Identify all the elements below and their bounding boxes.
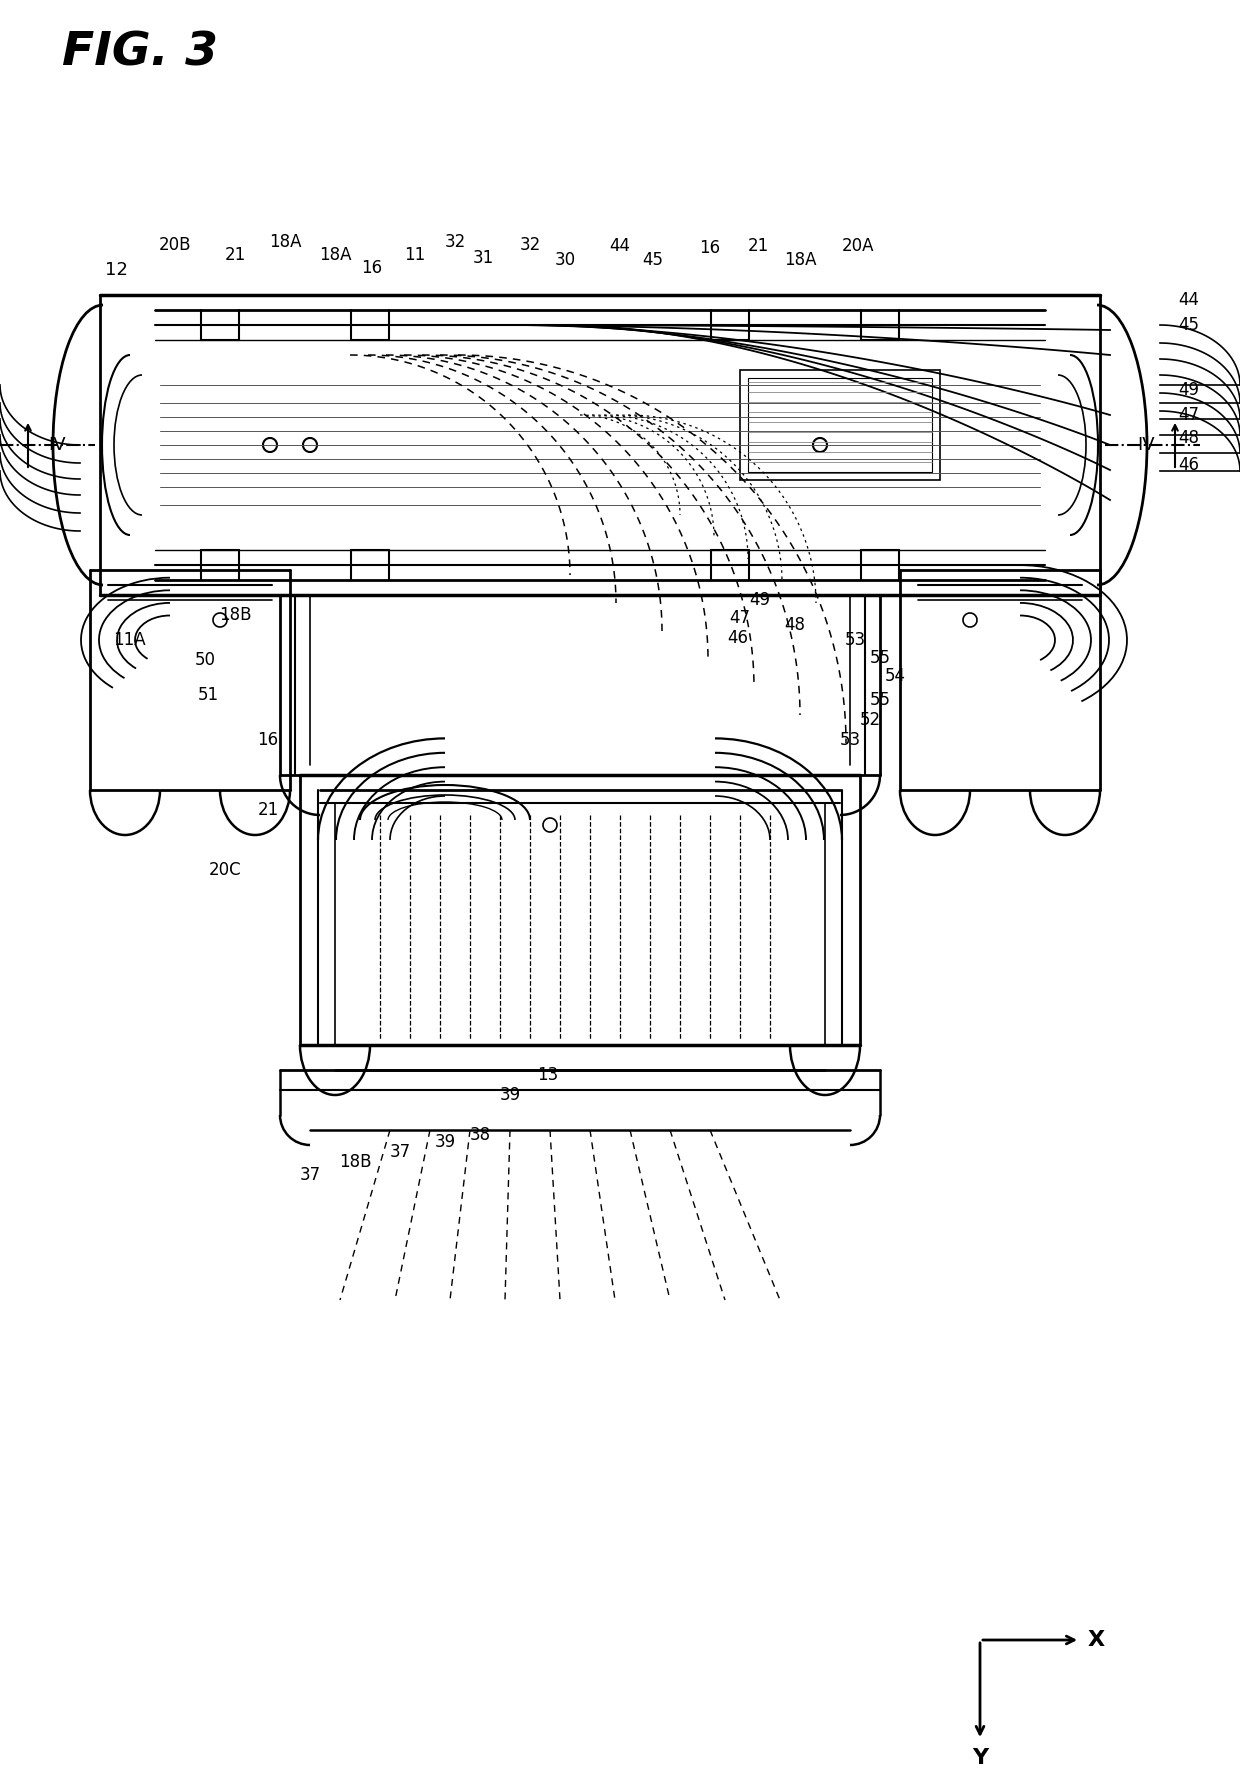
Text: 18A: 18A: [784, 250, 816, 268]
Text: 49: 49: [1178, 381, 1199, 399]
Text: 21: 21: [224, 247, 246, 265]
Text: 51: 51: [197, 685, 218, 705]
Text: 45: 45: [1178, 317, 1199, 335]
Text: 49: 49: [749, 590, 770, 608]
Text: IV: IV: [1137, 437, 1154, 454]
Text: 37: 37: [299, 1166, 321, 1184]
Text: 37: 37: [389, 1143, 410, 1161]
Text: 47: 47: [1178, 406, 1199, 424]
Text: 21: 21: [258, 801, 279, 819]
Text: 18A: 18A: [319, 247, 351, 265]
Text: 55: 55: [869, 649, 890, 667]
Text: 38: 38: [470, 1125, 491, 1143]
Text: FIG. 3: FIG. 3: [62, 30, 218, 75]
Text: 45: 45: [642, 250, 663, 268]
Text: 30: 30: [554, 250, 575, 268]
Bar: [748, 377, 932, 472]
Text: 39: 39: [500, 1086, 521, 1104]
Text: 46: 46: [728, 630, 749, 648]
Text: 11: 11: [404, 247, 425, 265]
Text: 55: 55: [869, 691, 890, 708]
Text: 20A: 20A: [842, 236, 874, 256]
Text: 31: 31: [472, 249, 494, 267]
Text: 11A: 11A: [113, 632, 145, 649]
Text: 18B: 18B: [218, 606, 252, 624]
Text: 18B: 18B: [339, 1152, 371, 1172]
Text: 47: 47: [729, 608, 750, 626]
Text: 21: 21: [748, 236, 769, 256]
Text: 53: 53: [839, 732, 861, 750]
Text: 16: 16: [361, 259, 383, 277]
Text: 18A: 18A: [269, 233, 301, 250]
Text: 50: 50: [195, 651, 216, 669]
Text: Y: Y: [972, 1748, 988, 1768]
Text: 16: 16: [258, 732, 279, 750]
Text: 54: 54: [884, 667, 905, 685]
Text: 46: 46: [1178, 456, 1199, 474]
Text: 13: 13: [537, 1066, 559, 1084]
Text: 32: 32: [520, 236, 541, 254]
Text: 44: 44: [1178, 292, 1199, 309]
Bar: [740, 370, 940, 479]
Text: X: X: [1087, 1630, 1105, 1649]
Text: 20C: 20C: [208, 861, 242, 878]
Text: 12: 12: [105, 261, 128, 279]
Text: 52: 52: [859, 710, 880, 728]
Text: IV: IV: [48, 437, 66, 454]
Text: 48: 48: [1178, 429, 1199, 447]
Text: 44: 44: [610, 236, 630, 256]
Text: 20B: 20B: [159, 236, 191, 254]
Text: 32: 32: [444, 233, 466, 250]
Text: 53: 53: [844, 632, 866, 649]
Text: 39: 39: [434, 1132, 455, 1150]
Text: 16: 16: [699, 240, 720, 258]
Text: 48: 48: [785, 615, 806, 633]
